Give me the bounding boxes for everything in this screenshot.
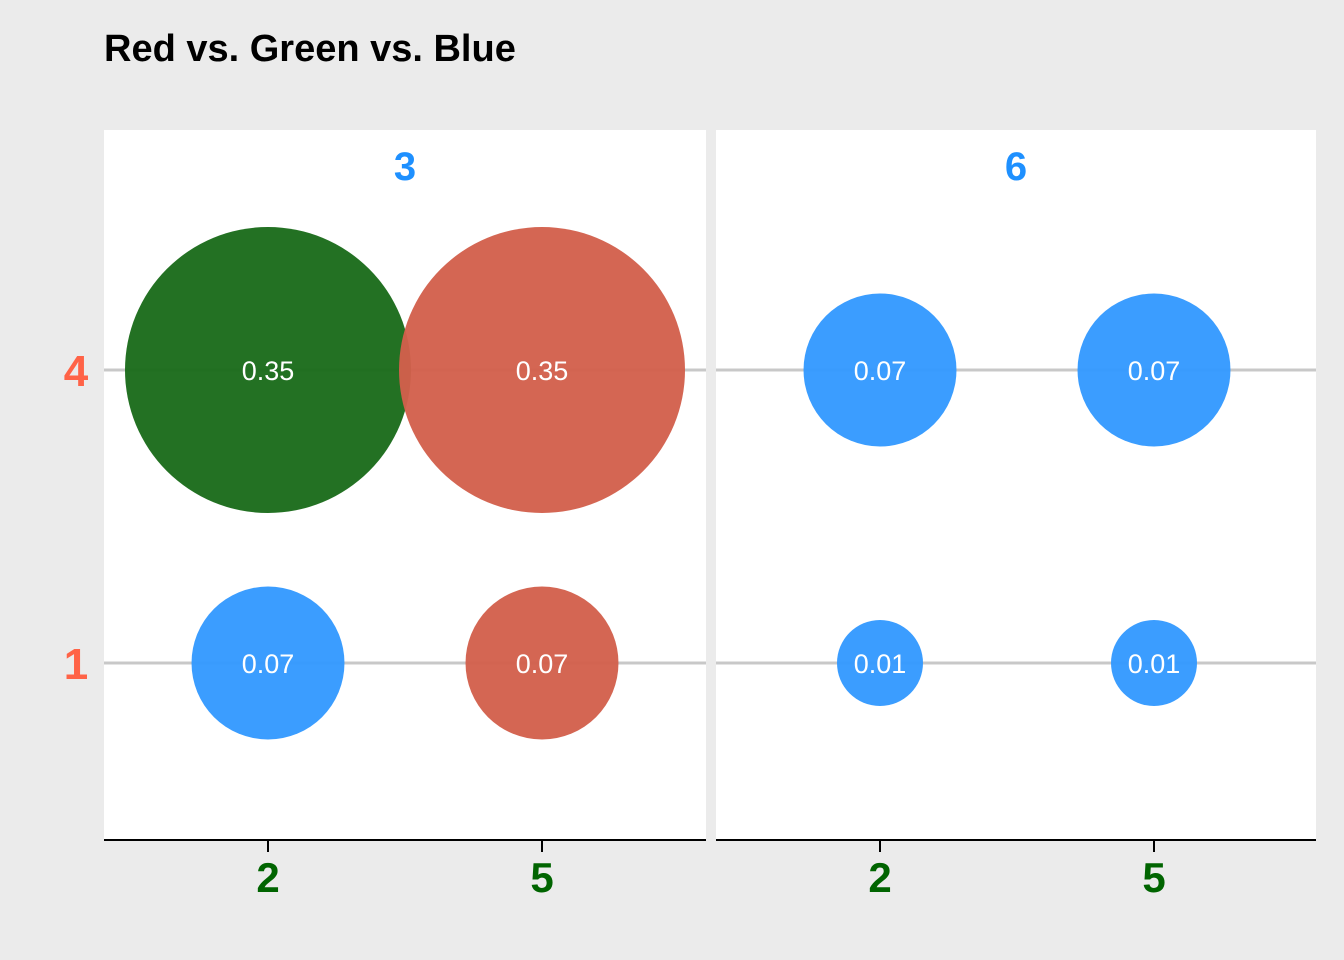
data-bubble: [1111, 620, 1197, 706]
facet-panel: 3 0.35 0.35 0.07 0.07 2 5: [104, 130, 706, 901]
data-label: 0.01: [1128, 649, 1181, 679]
data-label: 0.07: [242, 649, 295, 679]
data-bubble: [803, 293, 957, 447]
y-tick-label: 1: [64, 640, 88, 689]
facet-label: 6: [1005, 145, 1027, 189]
data-bubble: [837, 620, 923, 706]
y-tick-label: 4: [64, 347, 89, 396]
x-tick-label: 5: [530, 854, 553, 901]
x-tick-label: 5: [1142, 854, 1165, 901]
y-axis: 14: [64, 347, 89, 689]
chart-title: Red vs. Green vs. Blue: [104, 28, 516, 70]
x-tick-label: 2: [256, 854, 279, 901]
data-bubble: [191, 586, 345, 740]
facet-label: 3: [394, 145, 416, 189]
facet-panel: 6 0.07 0.07 0.01 0.01 2 5: [716, 130, 1316, 901]
x-tick-label: 2: [868, 854, 891, 901]
data-bubble: [465, 586, 619, 740]
facet-panels: 3 0.35 0.35 0.07 0.07 2 5 6 0.07 0.07 0.01 0.01 2 5: [104, 130, 1316, 901]
data-label: 0.07: [854, 356, 907, 386]
data-label: 0.01: [854, 649, 907, 679]
data-label: 0.35: [242, 356, 295, 386]
data-label: 0.07: [1128, 356, 1181, 386]
panel-background: [716, 130, 1316, 840]
data-bubble: [1077, 293, 1231, 447]
data-bubble: [399, 227, 685, 513]
data-label: 0.35: [516, 356, 569, 386]
data-label: 0.07: [516, 649, 569, 679]
data-bubble: [125, 227, 411, 513]
